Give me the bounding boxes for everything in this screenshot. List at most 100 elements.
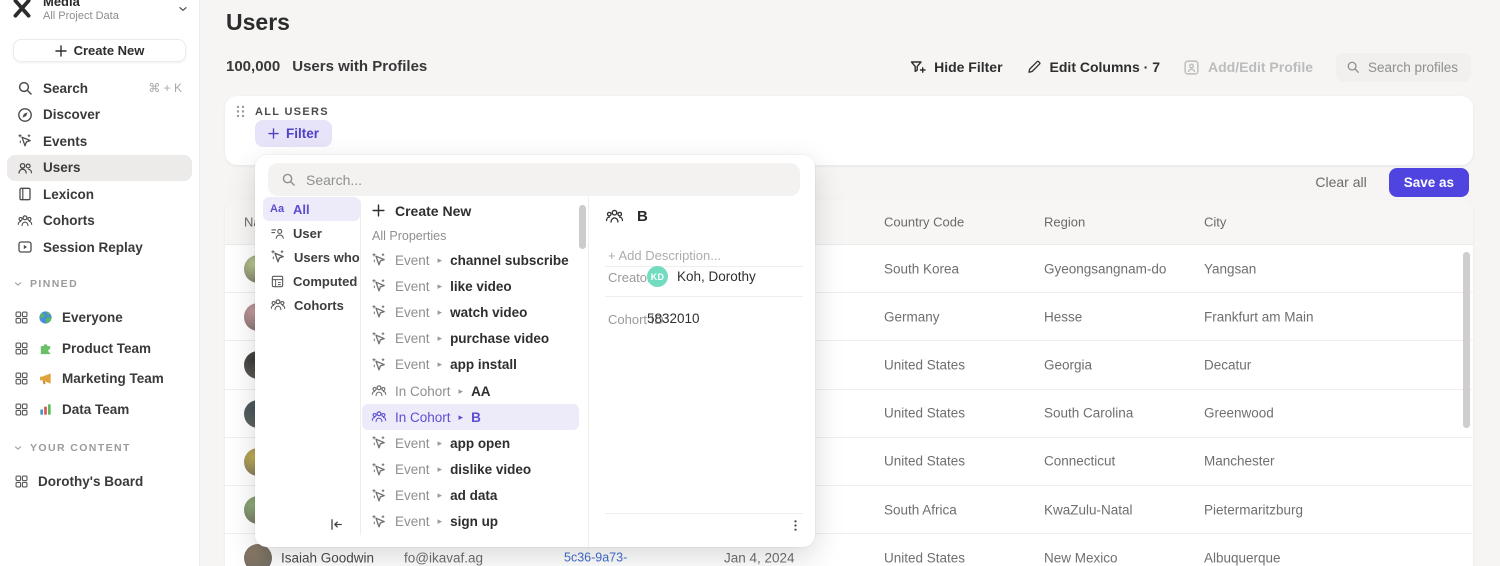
dropdown-item-aa[interactable]: In Cohort ▸ AA bbox=[362, 378, 579, 404]
item-prefix: Event bbox=[395, 462, 430, 478]
user-count: 100,000 bbox=[226, 58, 281, 75]
sidebar-item-session-replay[interactable]: Session Replay bbox=[7, 234, 192, 261]
dropdown-item-ad-data[interactable]: Event ▸ ad data bbox=[362, 483, 579, 509]
dropdown-item-like-video[interactable]: Event ▸ like video bbox=[362, 273, 579, 299]
caret-right-icon: ▸ bbox=[458, 385, 464, 396]
collapse-left-icon[interactable] bbox=[329, 517, 344, 532]
plus-icon bbox=[268, 128, 279, 139]
dropdown-item-app-install[interactable]: Event ▸ app install bbox=[362, 352, 579, 378]
cell-country-code: United States bbox=[884, 405, 966, 421]
edit-columns-button[interactable]: Edit Columns · 7 bbox=[1026, 59, 1160, 75]
search-profiles-input[interactable] bbox=[1368, 59, 1461, 75]
cell-region: Gyeongsangnam-do bbox=[1044, 261, 1167, 277]
creator-avatar: KD bbox=[647, 266, 668, 287]
chevron-down-icon bbox=[13, 279, 23, 289]
sidebar-board-data-team[interactable]: Data Team bbox=[0, 394, 199, 425]
dropdown-category-user[interactable]: User bbox=[263, 221, 360, 245]
board-icon bbox=[14, 402, 29, 417]
events-icon bbox=[371, 357, 387, 373]
drag-handle-icon[interactable] bbox=[236, 105, 245, 118]
section-header-your-content[interactable]: YOUR CONTENT bbox=[0, 439, 199, 457]
events-icon bbox=[371, 488, 387, 504]
cell-region: Hesse bbox=[1044, 309, 1083, 325]
chevron-down-icon bbox=[177, 3, 189, 15]
board-label: Everyone bbox=[62, 310, 123, 326]
item-name: app open bbox=[450, 435, 511, 451]
clear-all-button[interactable]: Clear all bbox=[1315, 174, 1367, 190]
section-title: PINNED bbox=[30, 277, 79, 290]
cohorts-icon bbox=[605, 207, 624, 226]
cell-name: Isaiah Goodwin bbox=[281, 550, 375, 566]
section-header-pinned[interactable]: PINNED bbox=[0, 275, 199, 293]
page-title: Users bbox=[226, 9, 290, 35]
dropdown-item-watch-video[interactable]: Event ▸ watch video bbox=[362, 299, 579, 325]
table-scrollbar[interactable] bbox=[1463, 252, 1470, 428]
cell-region: Connecticut bbox=[1044, 453, 1116, 469]
cohort-title: B bbox=[637, 208, 648, 225]
cell-country-code: United States bbox=[884, 550, 966, 566]
column-header-region[interactable]: Region bbox=[1044, 214, 1086, 230]
dropdown-category-users-who-di-[interactable]: Users who di... bbox=[263, 245, 360, 269]
sidebar-item-label: Events bbox=[43, 133, 88, 149]
events-icon bbox=[371, 304, 387, 320]
dropdown-item-app-open[interactable]: Event ▸ app open bbox=[362, 430, 579, 456]
dropdown-search-input[interactable] bbox=[306, 171, 787, 188]
create-new-button[interactable]: Create New bbox=[13, 39, 186, 62]
board-label: Data Team bbox=[62, 401, 130, 417]
cell-city: Yangsan bbox=[1204, 261, 1257, 277]
workspace-subtitle: All Project Data bbox=[43, 10, 119, 23]
sidebar-board-everyone[interactable]: Everyone bbox=[0, 303, 199, 334]
main-area: Users 100,000 Users with Profiles Hide F… bbox=[200, 0, 1500, 566]
funnel-plus-icon bbox=[909, 59, 926, 76]
more-options-icon[interactable] bbox=[789, 519, 802, 532]
dropdown-item-dislike-video[interactable]: Event ▸ dislike video bbox=[362, 457, 579, 483]
dropdown-scrollbar[interactable] bbox=[579, 205, 586, 249]
sidebar-item-cohorts[interactable]: Cohorts bbox=[7, 208, 192, 235]
dropdown-item-b[interactable]: In Cohort ▸ B bbox=[362, 404, 579, 431]
app-logo-icon bbox=[10, 0, 34, 21]
dropdown-item-purchase-video[interactable]: Event ▸ purchase video bbox=[362, 326, 579, 352]
add-description-button[interactable]: + Add Description... bbox=[608, 248, 722, 263]
table-row[interactable]: Germany Hesse Frankfurt am Main bbox=[225, 293, 1473, 342]
cell-city: Albuquerque bbox=[1204, 550, 1281, 566]
cell-email: fo@ikavaf.ag bbox=[404, 550, 483, 566]
sidebar-item-events[interactable]: Events bbox=[7, 128, 192, 155]
category-label: Users who di... bbox=[294, 249, 360, 265]
sidebar-item-lexicon[interactable]: Lexicon bbox=[7, 181, 192, 208]
sidebar-board-product-team[interactable]: Product Team bbox=[0, 333, 199, 364]
bar-chart-icon bbox=[38, 402, 53, 417]
cell-region: Georgia bbox=[1044, 357, 1093, 373]
sidebar-item-search[interactable]: Search ⌘ + K bbox=[7, 75, 192, 102]
creator-label: Creator bbox=[608, 270, 652, 285]
users-icon bbox=[17, 160, 33, 176]
sidebar-item-users[interactable]: Users bbox=[7, 154, 192, 181]
dropdown-create-new-button[interactable]: Create New bbox=[362, 197, 579, 224]
caret-right-icon: ▸ bbox=[437, 464, 443, 475]
divider bbox=[605, 513, 803, 514]
add-filter-button[interactable]: Filter bbox=[255, 120, 333, 147]
cell-country-code: South Africa bbox=[884, 502, 957, 518]
table-row[interactable]: United States Connecticut Manchester bbox=[225, 438, 1473, 486]
dropdown-category-computed[interactable]: Computed bbox=[263, 269, 360, 293]
item-prefix: Event bbox=[395, 331, 430, 347]
column-header-city[interactable]: City bbox=[1204, 214, 1227, 230]
sidebar-item-discover[interactable]: Discover bbox=[7, 102, 192, 129]
dropdown-item-sign-up[interactable]: Event ▸ sign up bbox=[362, 509, 579, 535]
item-prefix: Event bbox=[395, 278, 430, 294]
dropdown-divider bbox=[360, 201, 361, 535]
column-header-country-code[interactable]: Country Code bbox=[884, 214, 965, 230]
item-name: B bbox=[471, 409, 481, 425]
dropdown-category-all[interactable]: Aa All bbox=[263, 197, 360, 221]
add-edit-profile-button[interactable]: Add/Edit Profile bbox=[1183, 59, 1313, 76]
dropdown-category-cohorts[interactable]: Cohorts bbox=[263, 293, 360, 317]
save-as-button[interactable]: Save as bbox=[1388, 167, 1469, 197]
item-name: ad data bbox=[450, 488, 498, 504]
hide-filter-button[interactable]: Hide Filter bbox=[909, 59, 1003, 76]
dropdown-item-channel-subscribe[interactable]: Event ▸ channel subscribe bbox=[362, 247, 579, 273]
events-icon bbox=[371, 514, 387, 530]
plus-icon bbox=[372, 204, 385, 217]
caret-right-icon: ▸ bbox=[437, 490, 443, 501]
workspace-switcher[interactable]: Media All Project Data bbox=[0, 0, 199, 27]
sidebar-board-marketing-team[interactable]: Marketing Team bbox=[0, 364, 199, 395]
sidebar-board-dorothy-s-board[interactable]: Dorothy's Board bbox=[0, 467, 199, 498]
